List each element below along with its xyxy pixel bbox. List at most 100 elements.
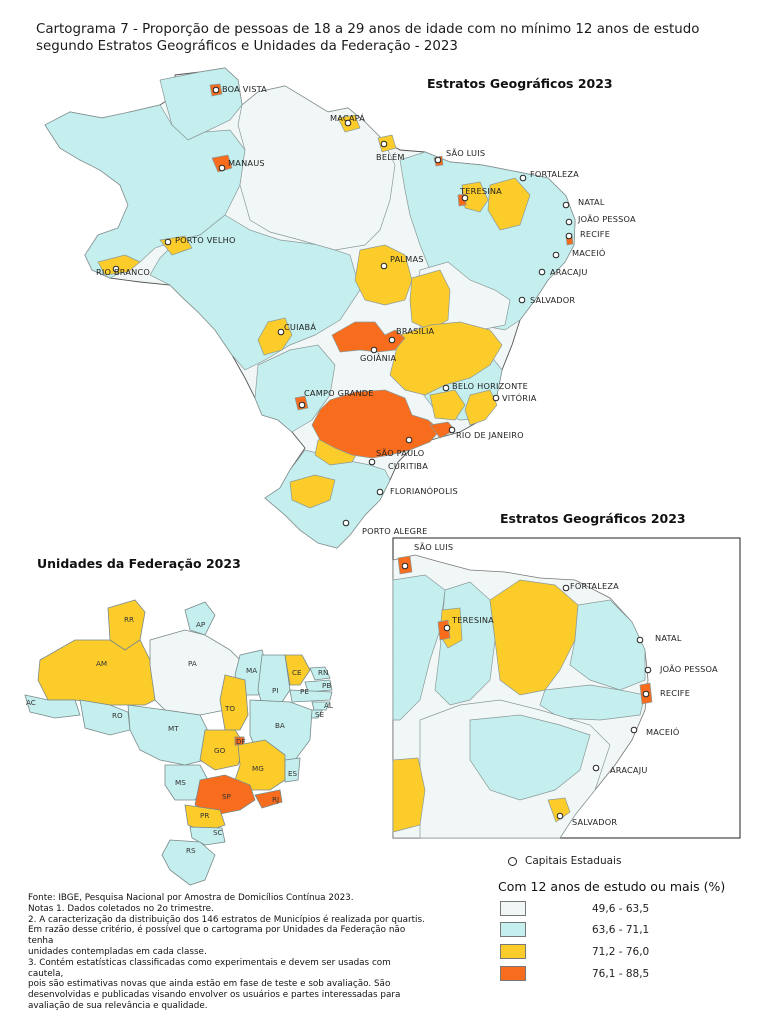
uf-code-label: CE xyxy=(292,668,302,677)
capital-label: MACEIÓ xyxy=(572,247,605,258)
source-notes: Fonte: IBGE, Pesquisa Nacional por Amost… xyxy=(28,893,428,1012)
stratum-mg-south-yellow xyxy=(429,389,466,421)
uf-es xyxy=(284,757,301,783)
note-3b: pois são estimativas novas que ainda est… xyxy=(28,979,391,990)
capital-label: CAMPO GRANDE xyxy=(304,388,374,398)
main-map-title: Estratos Geográficos 2023 xyxy=(427,76,613,91)
capital-label: FORTALEZA xyxy=(570,581,619,591)
capital-marker xyxy=(388,336,396,344)
capital-marker xyxy=(562,201,570,209)
uf-code-label: SE xyxy=(315,710,325,719)
legend-class-label: 76,1 - 88,5 xyxy=(592,967,650,980)
capital-label: MACAPÁ xyxy=(330,112,365,123)
capital-marker xyxy=(344,119,352,127)
uf-code-label: MT xyxy=(168,724,179,733)
capital-marker xyxy=(448,426,456,434)
stratum-pr-yellow xyxy=(289,474,336,509)
capital-marker xyxy=(277,328,285,336)
uf-ms xyxy=(164,764,209,801)
capital-label: ARACAJU xyxy=(550,267,588,277)
capital-label: PORTO VELHO xyxy=(175,235,236,245)
uf-ac xyxy=(24,694,81,719)
map-title: Cartograma 7 - Proporção de pessoas de 1… xyxy=(36,22,700,54)
legend-class-4: 76,1 - 88,5 xyxy=(500,966,649,981)
capital-marker xyxy=(112,265,120,273)
inset-ma-cyan xyxy=(392,574,446,721)
capital-marker xyxy=(644,666,652,674)
capital-marker xyxy=(434,156,442,164)
uf-code-label: PR xyxy=(200,811,209,820)
capital-marker xyxy=(556,812,564,820)
capital-marker xyxy=(164,238,172,246)
capital-label: CUIABÁ xyxy=(284,321,316,332)
uf-pb xyxy=(304,679,333,693)
uf-code-label: SC xyxy=(213,828,223,837)
capital-label: ARACAJU xyxy=(610,765,648,775)
legend-capitals-label: Capitais Estaduais xyxy=(525,855,622,867)
inset-ce-yellow xyxy=(489,579,579,696)
uf-code-label: ES xyxy=(288,769,298,778)
capital-label: RIO DE JANEIRO xyxy=(456,430,524,440)
uf-mt xyxy=(127,704,211,766)
uf-code-label: MA xyxy=(246,666,257,675)
capital-marker xyxy=(376,488,384,496)
capital-label: GOIÂNIA xyxy=(360,352,397,363)
stratum-ce-yellow xyxy=(487,177,531,231)
uf-al xyxy=(311,701,331,711)
capital-marker xyxy=(636,636,644,644)
note-source: Fonte: IBGE, Pesquisa Nacional por Amost… xyxy=(28,893,354,903)
capital-label: SALVADOR xyxy=(530,295,575,305)
capital-marker xyxy=(642,690,650,698)
uf-code-label: PI xyxy=(272,686,278,695)
uf-to xyxy=(219,674,249,731)
capital-marker xyxy=(565,232,573,240)
capital-label: FLORIANÓPOLIS xyxy=(390,485,458,496)
note-2a: 2. A caracterização da distribuição dos … xyxy=(28,914,425,925)
main-map-labels: BOA VISTA MACAPÁ MANAUS BELÉM SÃO LUIS F… xyxy=(96,84,636,536)
note-3a: 3. Contém estatísticas classificadas com… xyxy=(28,957,391,979)
capital-marker xyxy=(442,384,450,392)
uf-sc xyxy=(189,826,226,846)
legend-class-1: 49,6 - 63,5 xyxy=(500,901,649,916)
uf-code-label: RN xyxy=(318,668,328,677)
legend-class-3: 71,2 - 76,0 xyxy=(500,944,649,959)
capital-label: VITÓRIA xyxy=(502,392,537,403)
capital-marker xyxy=(552,251,560,259)
legend-class-2: 63,6 - 71,1 xyxy=(500,922,649,937)
uf-code-label: PE xyxy=(300,687,309,696)
uf-code-label: MS xyxy=(175,778,186,787)
uf-code-label: AP xyxy=(196,620,206,629)
stratum-manaus-orange xyxy=(211,154,233,173)
uf-labels: RR AP AM PA MA CE RN PB PE AL SE PI AC R… xyxy=(26,615,333,855)
note-3d: avaliação de sua relevância e qualidade. xyxy=(28,1000,208,1011)
legend-swatch xyxy=(500,944,526,959)
capital-marker xyxy=(298,401,306,409)
inset-map: SÃO LUIS FORTALEZA TERESINA NATAL JOÃO P… xyxy=(392,537,741,839)
capital-circle-icon xyxy=(508,856,517,866)
capital-marker xyxy=(562,584,570,592)
capital-label: SÃO LUIS xyxy=(414,542,453,552)
uf-map xyxy=(24,599,333,886)
uf-go xyxy=(199,729,246,771)
capital-label: SÃO PAULO xyxy=(376,448,424,458)
capital-marker xyxy=(443,624,451,632)
capital-label: BELÉM xyxy=(376,151,405,162)
capital-marker xyxy=(565,218,573,226)
stratum-west-cyan xyxy=(149,214,361,371)
capital-marker xyxy=(592,764,600,772)
capital-label: BELO HORIZONTE xyxy=(452,381,528,391)
uf-rn xyxy=(309,666,331,681)
uf-pi xyxy=(257,654,291,706)
capital-label: NATAL xyxy=(578,197,605,207)
capital-marker xyxy=(519,174,527,182)
capital-marker xyxy=(370,346,378,354)
capital-marker xyxy=(218,164,226,172)
main-map-capitals xyxy=(112,86,573,527)
uf-ce xyxy=(284,654,311,686)
inset-map-title: Estratos Geográficos 2023 xyxy=(500,511,686,526)
uf-am xyxy=(37,639,156,706)
note-2b: Em razão desse critério, é possível que … xyxy=(28,925,406,947)
stratum-df-orange xyxy=(331,321,406,353)
capital-label: RIO BRANCO xyxy=(96,267,150,277)
uf-code-label: DF xyxy=(236,737,246,746)
